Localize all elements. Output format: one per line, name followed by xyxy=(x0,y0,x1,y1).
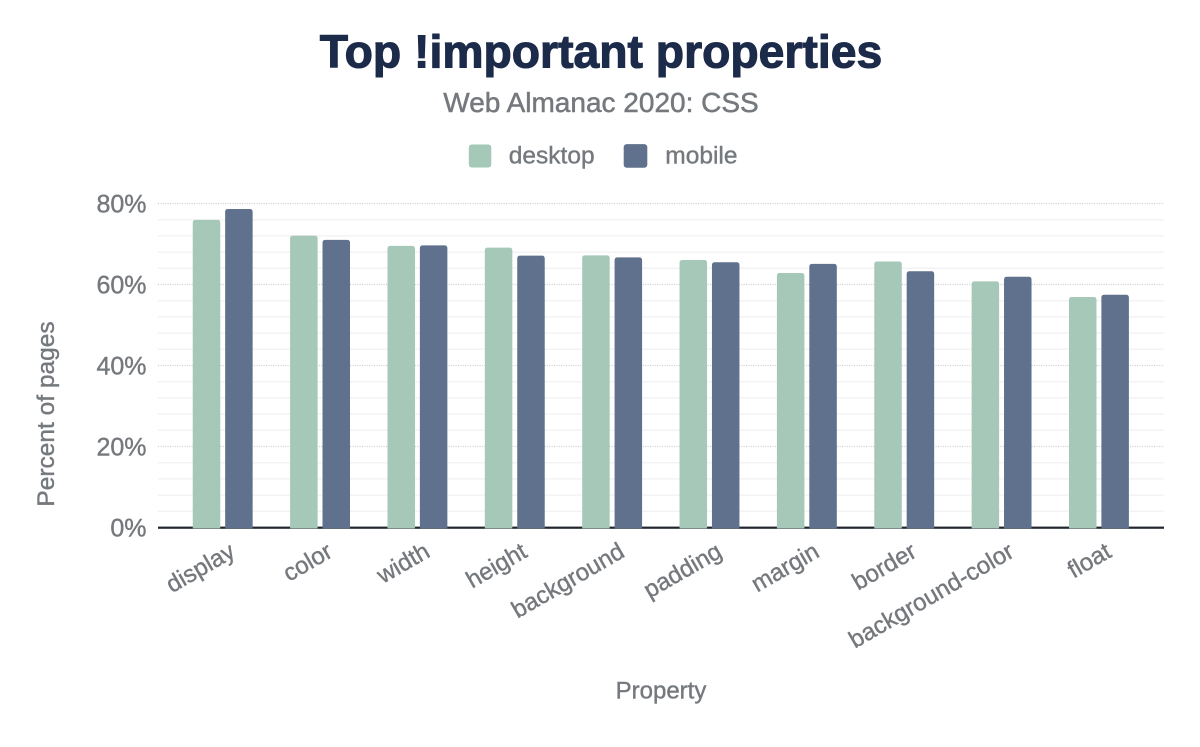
svg-text:Percent of pages: Percent of pages xyxy=(33,321,60,506)
svg-text:border: border xyxy=(848,538,922,596)
svg-text:Top !important properties: Top !important properties xyxy=(320,26,882,78)
svg-text:0%: 0% xyxy=(110,515,146,543)
svg-text:display: display xyxy=(161,538,239,599)
svg-text:40%: 40% xyxy=(96,353,146,381)
svg-text:margin: margin xyxy=(747,538,824,598)
svg-text:desktop: desktop xyxy=(509,143,595,170)
svg-text:Web Almanac 2020: CSS: Web Almanac 2020: CSS xyxy=(443,87,758,118)
svg-text:20%: 20% xyxy=(96,434,146,462)
svg-text:80%: 80% xyxy=(96,191,146,219)
svg-text:60%: 60% xyxy=(96,272,146,300)
svg-text:color: color xyxy=(278,538,337,587)
svg-text:background-color: background-color xyxy=(844,538,1018,654)
svg-text:padding: padding xyxy=(639,538,726,604)
svg-text:height: height xyxy=(462,538,532,594)
svg-text:width: width xyxy=(372,538,435,590)
svg-text:mobile: mobile xyxy=(665,143,737,170)
svg-text:float: float xyxy=(1063,538,1116,584)
svg-text:Property: Property xyxy=(616,678,707,705)
